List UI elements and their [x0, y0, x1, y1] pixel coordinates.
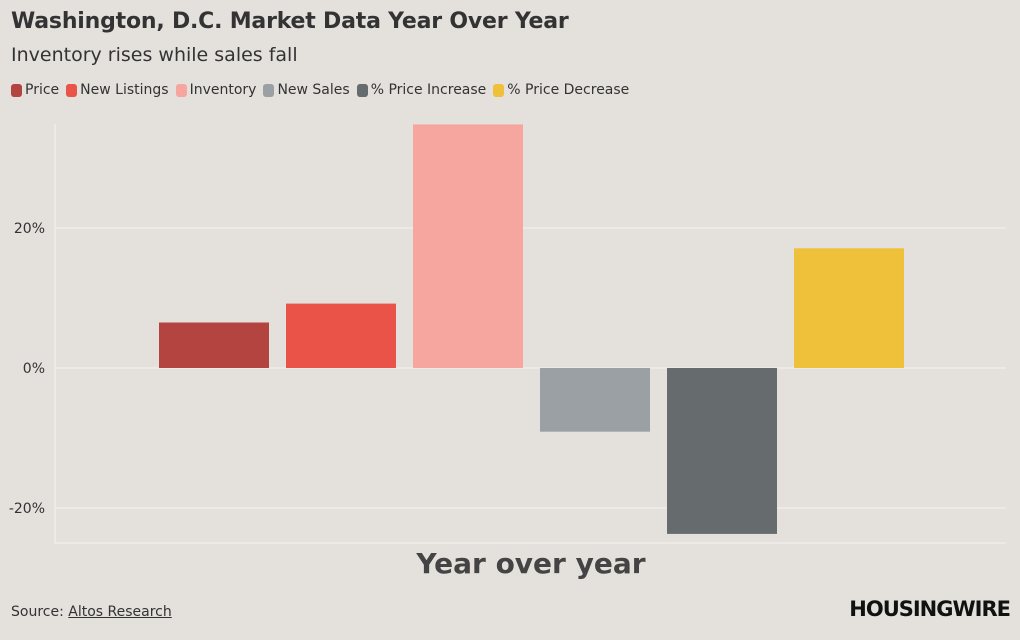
source-link[interactable]: Altos Research [68, 604, 172, 620]
chart-subtitle: Inventory rises while sales fall [11, 44, 298, 66]
bar-new-sales [540, 368, 650, 432]
legend-item-price-decrease[interactable]: % Price Decrease [493, 82, 629, 98]
housingwire-logo: HOUSINGWIRE [849, 597, 1011, 621]
legend-swatch-new-listings [66, 83, 78, 97]
legend-swatch-price [11, 83, 22, 97]
x-axis-label: Year over year [415, 547, 645, 580]
legend-swatch-price-decrease [493, 83, 505, 97]
legend: Price New Listings Inventory New Sales %… [11, 82, 636, 98]
legend-swatch-price-increase [356, 83, 368, 97]
legend-swatch-inventory [175, 83, 187, 97]
bar-price-increase [667, 368, 777, 534]
legend-item-new-listings[interactable]: New Listings [66, 82, 169, 98]
bar-chart: -20% 0% 20% Year over year [9, 124, 1006, 580]
legend-label-price-decrease: % Price Decrease [507, 82, 630, 98]
legend-item-inventory[interactable]: Inventory [175, 82, 257, 98]
legend-item-new-sales[interactable]: New Sales [263, 82, 350, 98]
y-tick-label: 0% [23, 361, 45, 377]
y-tick-label: -20% [9, 501, 45, 517]
y-tick-label: 20% [14, 221, 45, 237]
legend-label-price: Price [25, 82, 60, 98]
bar-price-decrease [794, 248, 904, 368]
legend-label-inventory: Inventory [189, 82, 257, 98]
chart-title: Washington, D.C. Market Data Year Over Y… [11, 9, 569, 34]
legend-item-price[interactable]: Price [11, 82, 59, 98]
source-note: Source: Altos Research [11, 604, 172, 620]
legend-item-price-increase[interactable]: % Price Increase [356, 82, 487, 98]
bar-inventory [413, 124, 523, 369]
legend-swatch-new-sales [263, 83, 275, 97]
legend-label-new-listings: New Listings [80, 82, 169, 98]
source-prefix: Source: [11, 604, 69, 620]
legend-label-new-sales: New Sales [277, 82, 350, 98]
bar-new-listings [286, 303, 396, 368]
bar-price [159, 322, 269, 368]
legend-label-price-increase: % Price Increase [370, 82, 487, 98]
